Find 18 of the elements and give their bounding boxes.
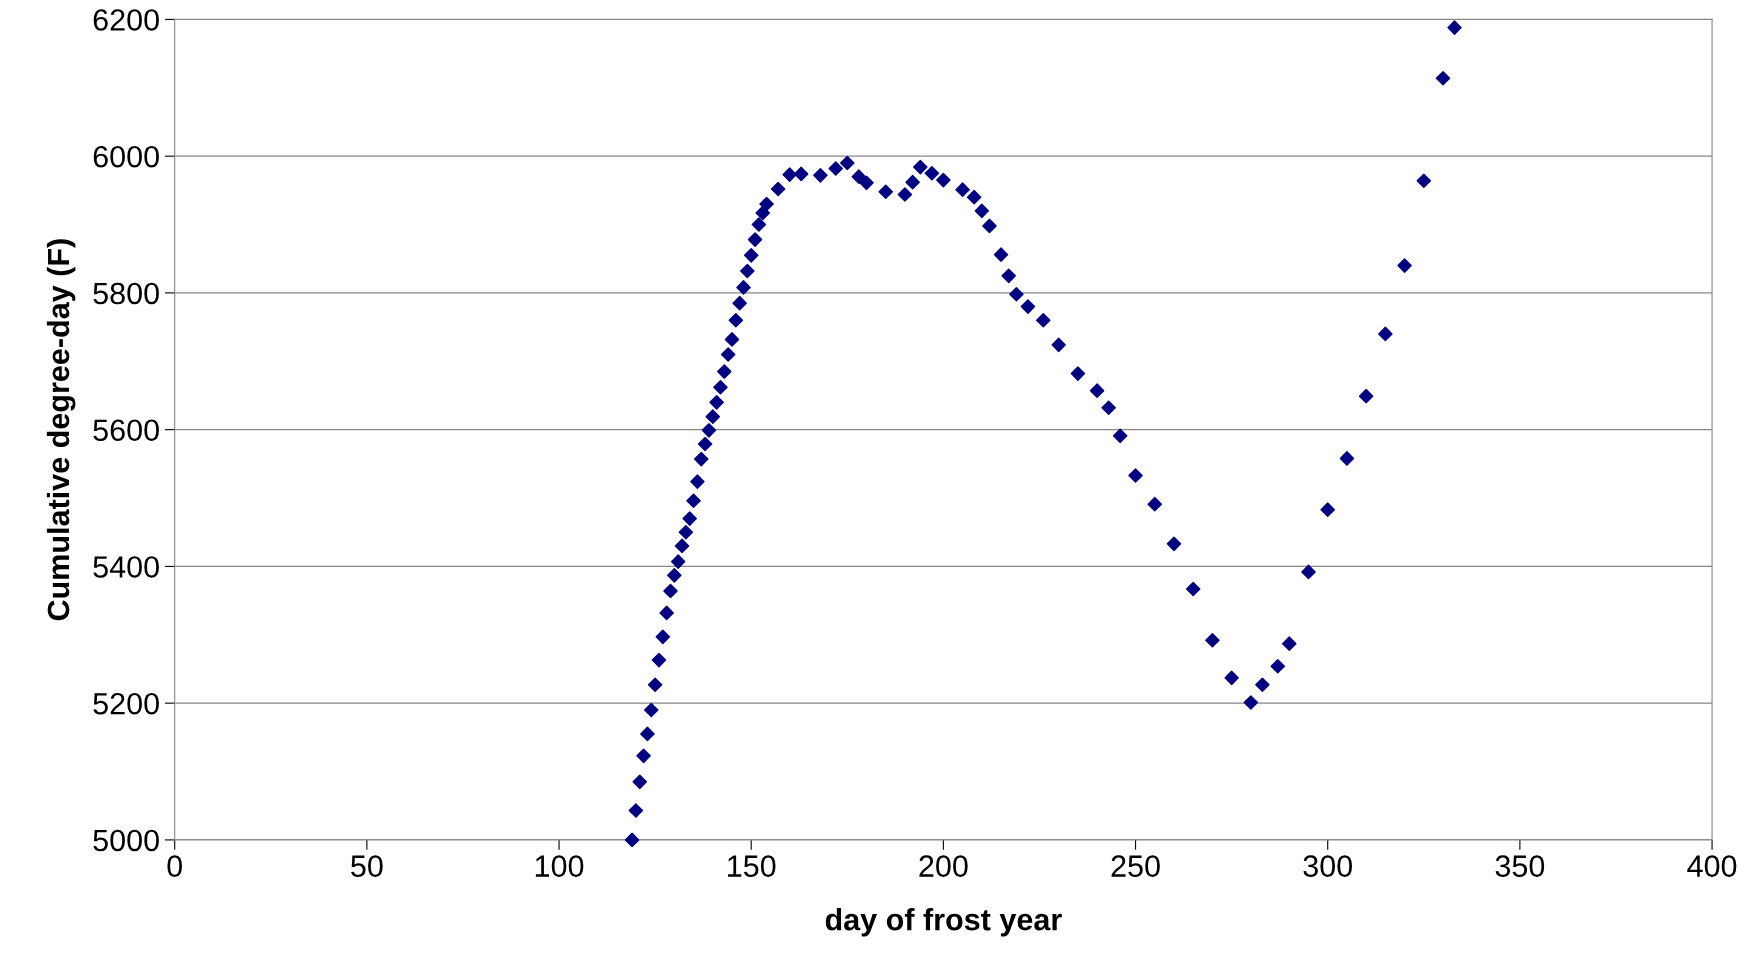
- x-tick-label: 150: [728, 855, 776, 877]
- y-tick-label: 5000: [93, 829, 159, 852]
- x-tick-label: 100: [535, 855, 584, 877]
- x-axis-title: day of frost year: [825, 907, 1062, 937]
- x-tick-label: 350: [1495, 855, 1545, 877]
- y-tick-label: 5600: [93, 419, 159, 442]
- y-tick-label: 6200: [93, 9, 159, 31]
- x-tick-label: 250: [1111, 855, 1160, 877]
- y-tick-label: 6000: [93, 145, 159, 168]
- x-tick-label: 200: [919, 855, 968, 877]
- x-tick-label: 0: [167, 855, 182, 877]
- x-tick-label: 300: [1303, 855, 1353, 877]
- x-tick-label: 400: [1687, 855, 1737, 877]
- x-tick-label: 50: [351, 855, 383, 877]
- y-tick-label: 5400: [93, 556, 159, 578]
- y-tick-label: 5800: [93, 282, 159, 305]
- y-tick-label: 5200: [93, 692, 159, 715]
- y-axis-title: Cumulative degree-day (F): [46, 239, 76, 621]
